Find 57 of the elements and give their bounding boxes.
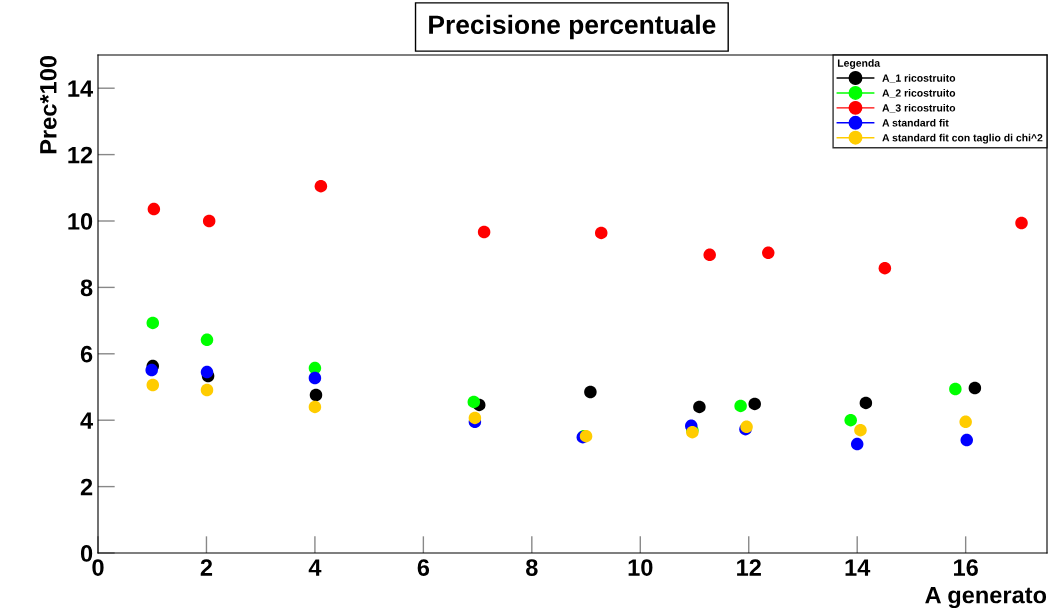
y-tick-label: 6 — [80, 345, 93, 363]
point — [314, 179, 328, 193]
point — [467, 395, 481, 409]
legend-label: A standard fit con taglio di chi^2 — [882, 133, 1043, 144]
point — [949, 382, 962, 396]
point — [959, 415, 972, 429]
x-axis-title: A generato — [925, 586, 1047, 608]
point — [584, 385, 597, 399]
point — [308, 371, 322, 385]
point — [200, 383, 214, 397]
point — [477, 225, 491, 239]
point — [762, 246, 775, 260]
point — [968, 381, 982, 395]
point — [844, 413, 857, 427]
x-tick-label: 6 — [417, 559, 430, 576]
point — [147, 202, 161, 216]
point — [878, 261, 892, 275]
legend-label: A_2 ricostruito — [882, 89, 956, 98]
y-tick-label: 14 — [68, 80, 94, 97]
point — [693, 400, 706, 414]
x-tick-label: 14 — [845, 559, 871, 576]
y-tick-label: 12 — [68, 146, 93, 164]
legend-label: A standard fit — [882, 118, 949, 127]
chart-title: Precisione percentuale — [429, 14, 716, 40]
point — [859, 396, 873, 410]
y-tick-label: 0 — [80, 545, 93, 562]
point — [200, 365, 214, 379]
x-tick-label: 4 — [308, 559, 322, 576]
point — [308, 400, 322, 414]
y-tick-label: 2 — [80, 478, 93, 496]
point — [309, 388, 323, 402]
x-tick-label: 16 — [954, 559, 978, 576]
point — [734, 399, 747, 413]
point — [468, 411, 482, 425]
y-tick-label: 8 — [80, 279, 93, 297]
legend-title: Legenda — [837, 59, 881, 69]
point — [594, 226, 608, 240]
point — [1015, 216, 1028, 230]
x-tick-label: 12 — [737, 559, 761, 576]
x-tick-label: 2 — [200, 559, 213, 576]
point — [146, 378, 160, 392]
y-axis-title: Prec*100 — [39, 55, 57, 154]
x-tick-label: 8 — [526, 559, 538, 576]
point — [146, 316, 160, 330]
point — [703, 248, 716, 262]
legend-label: A_3 ricostruito — [882, 103, 956, 113]
point — [200, 333, 214, 347]
point — [202, 214, 216, 228]
y-tick-label: 4 — [80, 412, 94, 429]
y-tick-label: 10 — [68, 213, 93, 230]
point — [748, 397, 761, 411]
legend-label: A_1 ricostruito — [882, 74, 956, 83]
point — [854, 423, 867, 437]
point — [145, 363, 158, 377]
x-tick-label: 10 — [628, 559, 653, 576]
point — [960, 433, 973, 447]
point — [850, 437, 864, 451]
